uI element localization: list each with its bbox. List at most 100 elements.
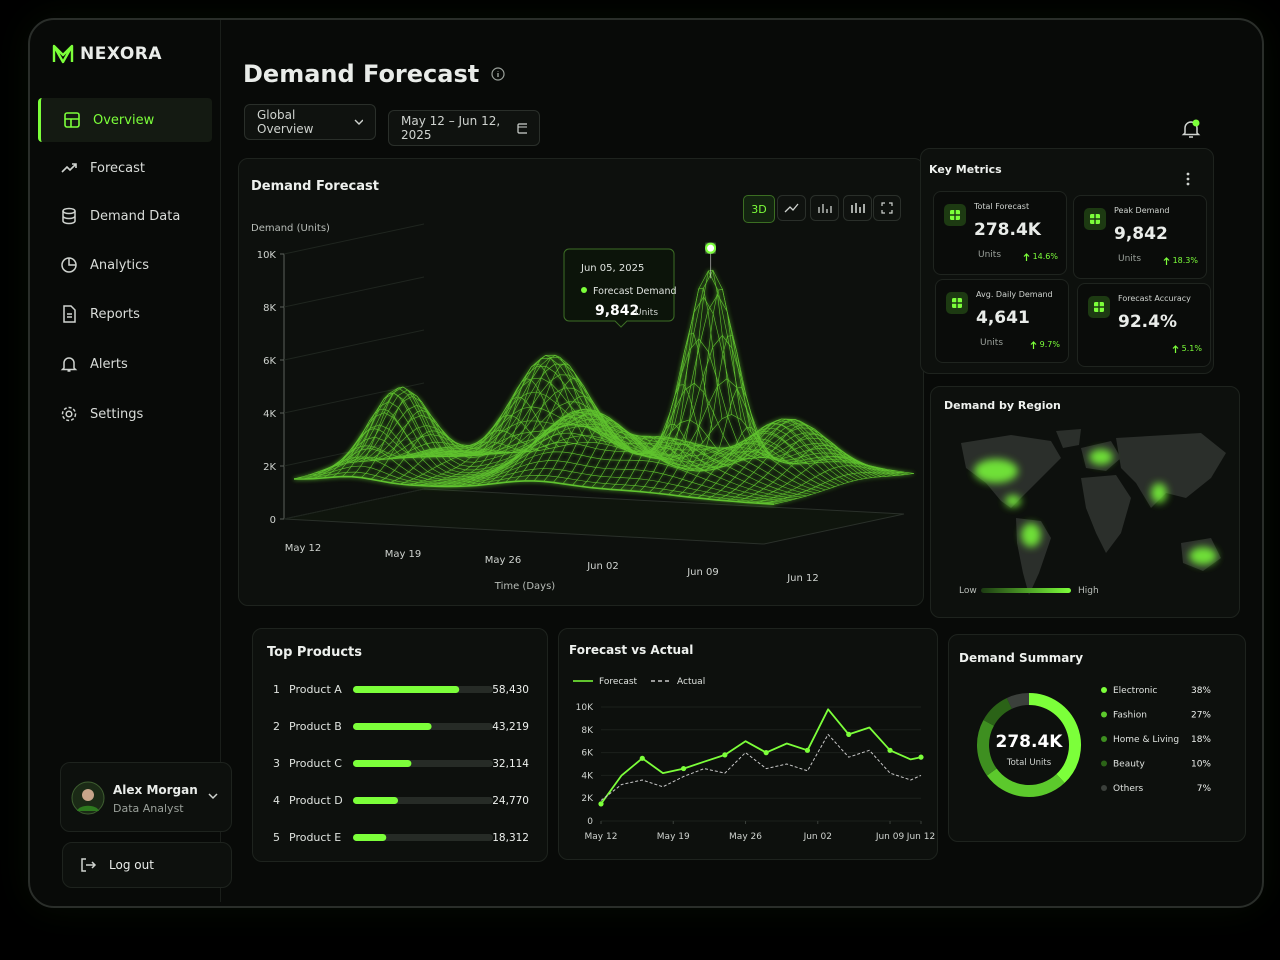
x-tick-label: Jun 12 — [906, 832, 935, 842]
nav-item[interactable]: Settings — [38, 392, 212, 436]
forecast-point — [846, 731, 852, 737]
brand-logo — [52, 44, 74, 64]
x-tick-label: Jun 02 — [586, 561, 619, 572]
notifications[interactable] — [1180, 118, 1202, 142]
x-tick-label: Jun 09 — [875, 832, 905, 842]
floor — [283, 488, 905, 545]
nav-item[interactable]: Overview — [38, 98, 212, 142]
grid-line — [283, 223, 425, 255]
surface-col — [380, 430, 521, 482]
bar — [353, 834, 387, 841]
metric-glyph — [952, 298, 962, 308]
surface-col — [764, 471, 905, 504]
metric-value: 92.4% — [1118, 312, 1177, 332]
nav-item[interactable]: Analytics — [38, 243, 212, 287]
actual-line — [600, 733, 922, 801]
y-tick-label: 2K — [263, 462, 276, 473]
metric-label: Peak Demand — [1114, 206, 1170, 215]
metric-card: Peak Demand 9,842 Units 18.3% — [1073, 195, 1207, 279]
continents — [961, 429, 1226, 595]
nav-label: Analytics — [90, 257, 150, 273]
surface-col — [620, 387, 761, 491]
metric-unit: Units — [978, 250, 1002, 260]
x-tick-label: May 19 — [657, 832, 690, 842]
surface-col — [716, 424, 857, 501]
grid-line — [283, 329, 425, 361]
surface-col — [447, 354, 588, 487]
nav-item[interactable]: Forecast — [38, 146, 212, 190]
view-mode-label: 3D — [751, 202, 767, 216]
y-tick-label: 10K — [576, 703, 594, 713]
metric-icon — [1084, 208, 1106, 230]
forecast-line — [600, 708, 922, 805]
y-axis-label: Demand (Units) — [251, 223, 330, 234]
grid-line — [283, 276, 425, 308]
nav-icon — [61, 163, 77, 173]
demand-hotspots — [974, 449, 1217, 565]
user-card[interactable]: Alex Morgan Data Analyst — [60, 762, 232, 832]
bar — [353, 686, 460, 693]
surface-col — [418, 396, 559, 486]
legend-dot — [1101, 736, 1107, 742]
surface-col — [409, 414, 550, 486]
legend-label: Forecast — [599, 677, 638, 687]
surface-col — [332, 408, 473, 478]
nav-item[interactable]: Demand Data — [38, 194, 212, 238]
surface-col — [552, 414, 694, 483]
tooltip-dot — [581, 287, 587, 293]
donut-segment — [1006, 693, 1030, 709]
view-3d-button[interactable]: 3D — [743, 195, 775, 223]
panel-title: Forecast vs Actual — [569, 643, 694, 657]
metric-glyph — [1090, 214, 1100, 224]
surface-col — [581, 287, 723, 487]
legend-label: Electronic — [1113, 686, 1157, 696]
y-tick-label: 0 — [270, 515, 276, 526]
donut-segment — [1028, 693, 1081, 783]
bar — [353, 723, 432, 730]
up-arrow — [1023, 252, 1030, 261]
world-map: Low High — [959, 429, 1226, 596]
bar-track — [353, 834, 493, 841]
logout-button[interactable]: Log out — [62, 842, 232, 888]
view-buttons[interactable] — [777, 195, 873, 221]
product-name: Product E — [289, 831, 341, 844]
x-tick-label: Jun 12 — [786, 573, 819, 584]
metric-icon — [946, 292, 968, 314]
region-filter[interactable]: Global Overview — [244, 104, 376, 140]
surface-col — [399, 430, 540, 485]
fullscreen-button[interactable] — [873, 195, 901, 221]
more-menu[interactable] — [1185, 171, 1191, 187]
surface-col — [706, 419, 847, 500]
chevron — [208, 793, 218, 800]
nav-item[interactable]: Reports — [38, 292, 212, 336]
donut-center-value: 278.4K — [996, 732, 1064, 752]
bar-value: 43,219 — [492, 721, 529, 733]
donut-segment — [986, 768, 1065, 797]
forecast-point — [639, 755, 645, 761]
nav-label: Settings — [90, 406, 144, 422]
tooltip-date: Jun 05, 2025 — [580, 263, 644, 274]
up-arrow — [1172, 344, 1179, 353]
nav-label: Forecast — [90, 160, 146, 176]
legend-dot — [1101, 687, 1107, 693]
surface-col — [514, 416, 655, 482]
peak-marker — [705, 242, 717, 254]
surface-col — [591, 269, 732, 488]
x-tick-label: Jun 02 — [803, 832, 832, 842]
product-name: Product C — [289, 757, 342, 770]
panel-title: Demand by Region — [944, 399, 1061, 412]
date-picker[interactable]: May 12 – Jun 12, 2025 — [388, 110, 540, 146]
legend-dot — [1101, 711, 1107, 718]
forecast-point — [887, 747, 893, 753]
donut-chart: Electronic 38% Fashion 27% Home & Living 18% B… — [977, 686, 1211, 797]
legend-value: 18% — [1191, 735, 1211, 745]
surface-col — [754, 465, 895, 504]
nav-item[interactable]: Alerts — [38, 342, 212, 386]
top-products-panel: Top Products 1 Product A 58,430 2 Product B 4… — [252, 628, 548, 862]
legend-low: Low — [959, 586, 977, 596]
metric-label: Forecast Accuracy — [1118, 294, 1191, 303]
surface-row — [307, 457, 789, 502]
product-name: Product A — [289, 683, 342, 696]
bar — [353, 760, 412, 767]
